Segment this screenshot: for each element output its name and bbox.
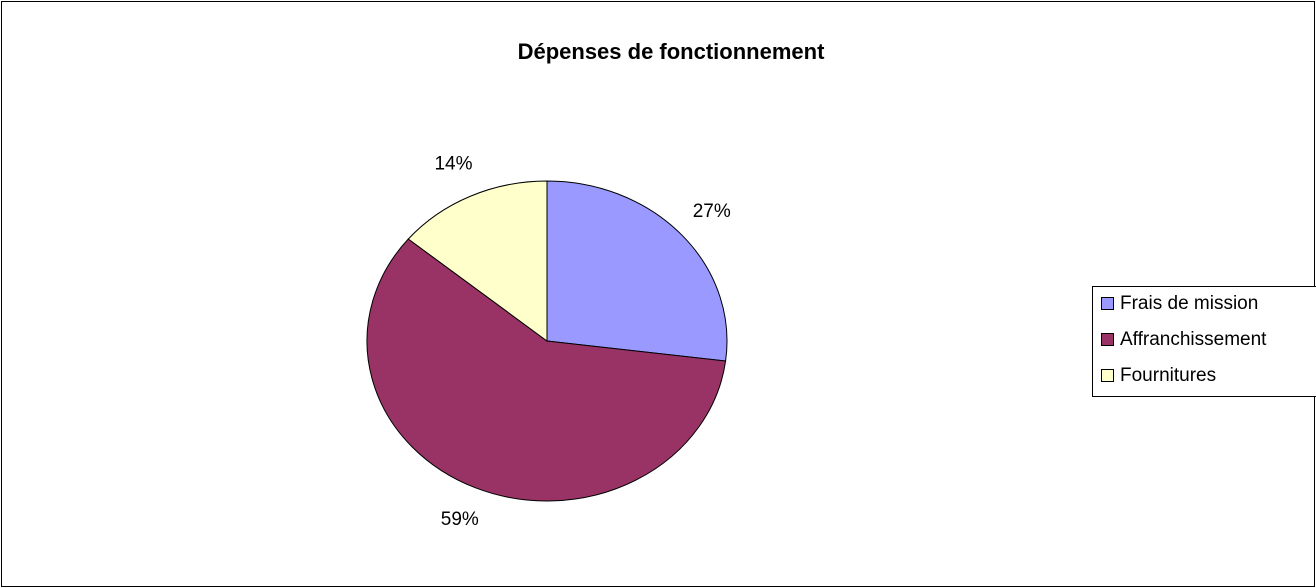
data-label: 14% [434,153,472,174]
legend-box [1092,286,1316,397]
data-label: 59% [441,509,479,530]
legend-label: Frais de mission [1120,293,1258,314]
legend-swatch [1101,369,1114,382]
legend-label: Affranchissement [1120,329,1267,350]
data-label: 27% [693,201,731,222]
pie-slice [407,180,548,342]
pie-slice [366,238,727,502]
legend-label: Fournitures [1120,365,1216,386]
pie-slice [546,180,728,362]
legend-swatch [1101,297,1114,310]
chart-title: Dépenses de fonctionnement [518,39,826,64]
legend-swatch [1101,333,1114,346]
